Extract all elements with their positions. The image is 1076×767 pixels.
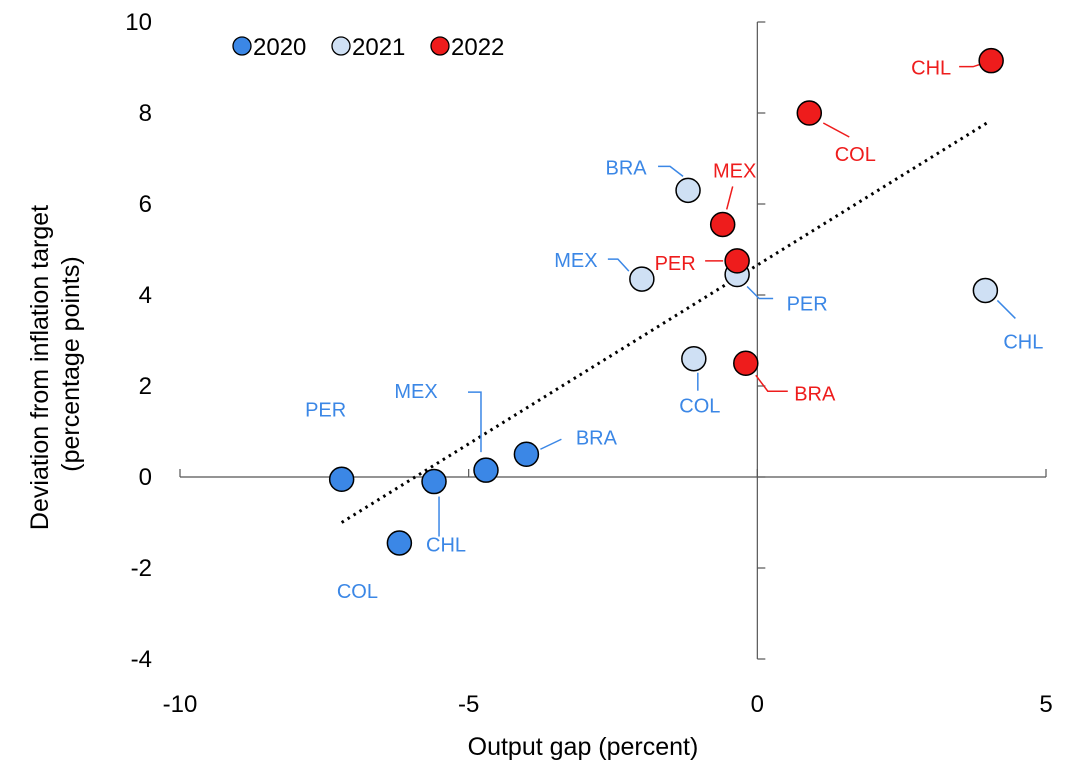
y-tick-label: 8 bbox=[139, 100, 152, 127]
point-label-chl-2021: CHL bbox=[1003, 331, 1043, 353]
y-tick-label: 2 bbox=[139, 373, 152, 400]
point-label-bra-2021: BRA bbox=[605, 157, 647, 179]
y-tick-label: 6 bbox=[139, 191, 152, 218]
point-label-bra-2020: BRA bbox=[576, 427, 618, 449]
point-label-mex-2020: MEX bbox=[394, 381, 437, 403]
point-label-chl-2020: CHL bbox=[426, 535, 466, 557]
data-points bbox=[328, 47, 1004, 556]
leader-bra-2022 bbox=[755, 374, 788, 392]
leader-col-2022 bbox=[822, 122, 850, 138]
y-tick-label: -2 bbox=[131, 555, 152, 582]
y-tick-label: 4 bbox=[139, 282, 152, 309]
point-bra-2021 bbox=[675, 177, 701, 204]
point-bra-2020 bbox=[513, 441, 540, 467]
point-label-col-2020: COL bbox=[337, 581, 378, 603]
point-label-chl-2022: CHL bbox=[911, 58, 951, 80]
leader-mex-2022 bbox=[725, 186, 734, 210]
legend-marker-2022 bbox=[430, 36, 450, 56]
trendline-layer bbox=[340, 120, 990, 524]
legend-label-2021: 2021 bbox=[352, 34, 405, 61]
point-mex-2020 bbox=[473, 457, 499, 483]
x-tick-label: -10 bbox=[163, 691, 198, 718]
point-label-mex-2022: MEX bbox=[713, 160, 756, 182]
legend-marker-2020 bbox=[232, 36, 252, 56]
point-label-bra-2022: BRA bbox=[794, 383, 836, 405]
point-col-2022 bbox=[796, 100, 823, 126]
leader-per-2021 bbox=[746, 285, 774, 300]
legend-label-2022: 2022 bbox=[451, 34, 504, 61]
y-tick-label: 10 bbox=[125, 9, 152, 36]
point-mex-2022 bbox=[709, 211, 736, 238]
y-tick-label: 0 bbox=[139, 464, 152, 491]
label-leader-lines bbox=[438, 63, 1016, 537]
point-mex-2021 bbox=[629, 266, 655, 292]
point-col-2020 bbox=[386, 530, 413, 556]
y-axis-title: Deviation from inflation target (percent… bbox=[26, 198, 85, 530]
point-bra-2022 bbox=[733, 350, 759, 376]
point-label-per-2020: PER bbox=[305, 399, 346, 421]
x-tick-label: 5 bbox=[1039, 691, 1052, 718]
x-tick-label: 0 bbox=[751, 691, 764, 718]
y-tick-label: -4 bbox=[131, 646, 152, 673]
leader-bra-2020 bbox=[540, 438, 562, 450]
point-labels: PER COL CHL MEX BRA BRA MEX PER COL CHL CHL COL MEX P… bbox=[305, 58, 1043, 603]
point-per-2020 bbox=[328, 466, 355, 493]
leader-chl-2021 bbox=[996, 299, 1016, 319]
point-chl-2021 bbox=[972, 277, 999, 304]
point-label-per-2021: PER bbox=[787, 294, 828, 316]
legend: 2020 2021 2022 bbox=[232, 34, 504, 61]
point-label-mex-2021: MEX bbox=[554, 250, 597, 272]
leader-bra-2021 bbox=[658, 165, 684, 177]
leader-mex-2021 bbox=[607, 258, 630, 272]
legend-marker-2021 bbox=[331, 36, 351, 56]
point-chl-2022 bbox=[978, 47, 1004, 74]
y-axis-title-line-2: (percentage points) bbox=[57, 256, 85, 471]
axes: -10 -5 0 5 -4 -2 0 2 4 6 8 10 bbox=[125, 9, 1052, 718]
legend-label-2020: 2020 bbox=[253, 34, 306, 61]
point-col-2021 bbox=[681, 345, 707, 372]
leader-mex-2020 bbox=[467, 391, 482, 453]
point-per-2022 bbox=[724, 248, 750, 274]
point-chl-2020 bbox=[421, 468, 447, 495]
point-label-per-2022: PER bbox=[655, 253, 696, 275]
point-label-col-2021: COL bbox=[679, 396, 720, 418]
y-axis-title-line-1: Deviation from inflation target bbox=[26, 205, 54, 530]
point-label-col-2022: COL bbox=[835, 144, 876, 166]
x-tick-label: -5 bbox=[458, 691, 479, 718]
x-axis-title: Output gap (percent) bbox=[468, 733, 699, 761]
trendline bbox=[340, 120, 990, 524]
leader-chl-2022 bbox=[959, 63, 980, 68]
